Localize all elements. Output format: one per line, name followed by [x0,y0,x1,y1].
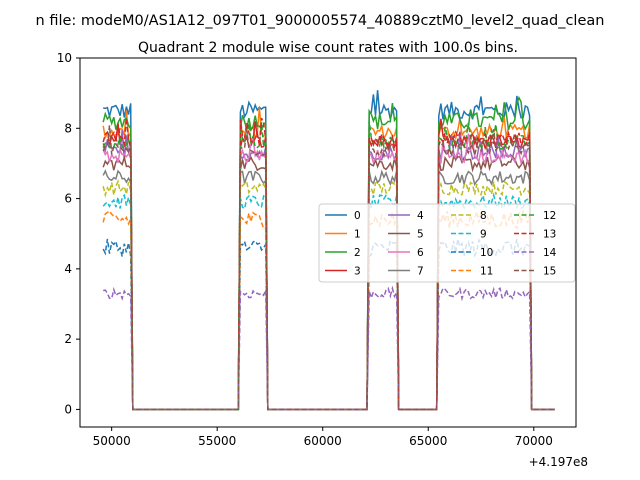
legend-label-14: 14 [543,247,557,259]
y-tick-label: 10 [57,51,72,65]
legend-label-4: 4 [417,210,424,222]
legend-label-15: 15 [543,266,556,278]
y-tick-label: 4 [64,262,72,276]
x-tick-label: 70000 [515,434,553,448]
figure-suptitle: n file: modeM0/AS1A12_097T01_9000005574_… [36,13,605,29]
legend-label-8: 8 [480,210,487,222]
legend-box [318,203,576,283]
legend-label-10: 10 [480,247,493,259]
legend-label-1: 1 [354,229,361,241]
legend-label-12: 12 [543,210,556,222]
series-line-14 [103,285,555,411]
x-tick-label: 55000 [198,434,236,448]
x-tick-label: 60000 [304,434,342,448]
legend-label-11: 11 [480,266,493,278]
series-line-15 [102,125,555,411]
y-tick-label: 2 [64,332,72,346]
series-line-5 [102,154,555,411]
legend-label-0: 0 [354,210,361,222]
y-tick-label: 8 [64,121,72,135]
legend-label-6: 6 [417,247,424,259]
x-tick-label: 65000 [409,434,447,448]
y-tick-label: 6 [64,192,72,206]
legend-label-13: 13 [543,229,556,241]
legend-label-2: 2 [354,247,361,259]
chart-title: Quadrant 2 module wise count rates with … [138,40,518,56]
x-tick-label: 50000 [93,434,131,448]
legend-label-5: 5 [417,229,424,241]
legend-label-9: 9 [480,229,487,241]
y-tick-label: 0 [64,402,72,416]
legend-label-7: 7 [417,266,424,278]
legend-label-3: 3 [354,266,361,278]
x-offset-label: +4.197e8 [529,455,588,469]
axes-frame [79,57,577,428]
